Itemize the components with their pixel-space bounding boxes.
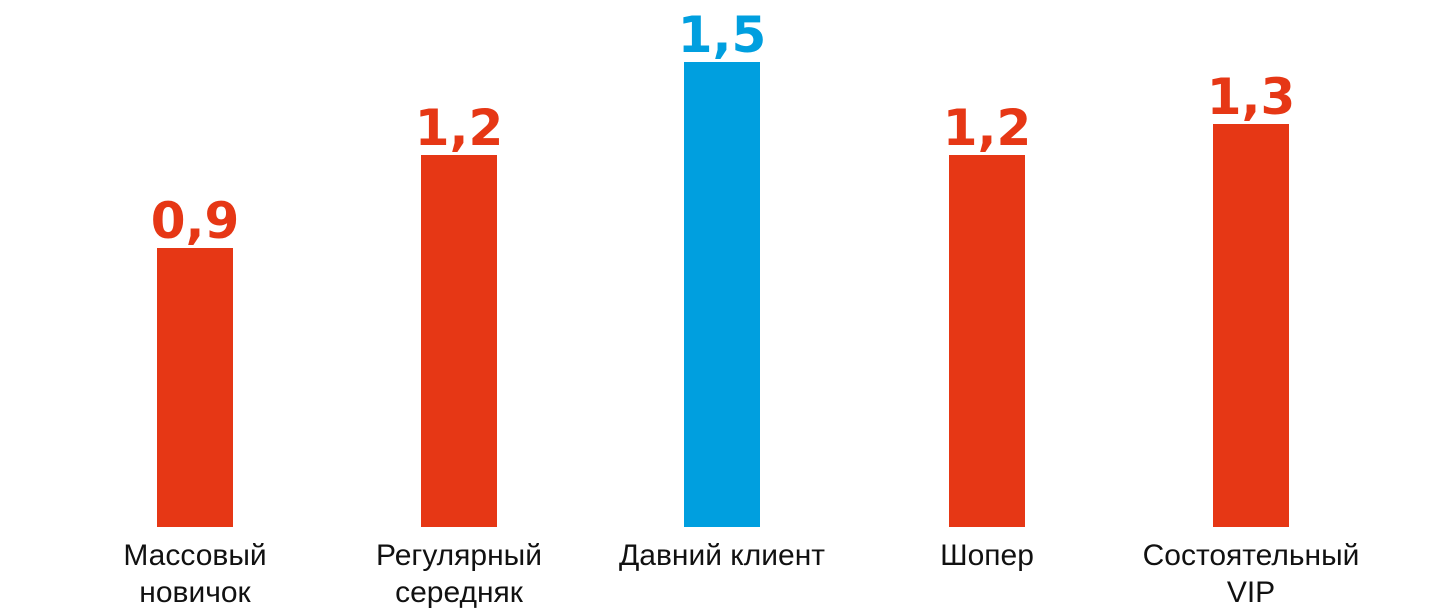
category-labels-group: Массовый новичок Регулярный середняк Давний …: [123, 539, 1359, 609]
value-label-1: 1,2: [415, 99, 504, 157]
category-label-0-line-0: Массовый: [123, 539, 266, 572]
value-label-0: 0,9: [151, 192, 240, 250]
category-label-3-line-0: Шопер: [940, 539, 1034, 572]
bar-0: [157, 248, 233, 527]
bar-1: [421, 155, 497, 527]
bars-group: [157, 62, 1289, 527]
category-label-0-line-1: новичок: [139, 576, 251, 609]
category-label-4-line-1: VIP: [1227, 576, 1275, 609]
value-label-4: 1,3: [1207, 68, 1296, 126]
value-labels-group: 0,9 1,2 1,5 1,2 1,3: [151, 6, 1296, 250]
bar-2: [684, 62, 760, 527]
category-label-2-line-0: Давний клиент: [619, 539, 825, 572]
category-label-1-line-1: середняк: [395, 576, 524, 609]
bar-4: [1213, 124, 1289, 527]
value-label-3: 1,2: [943, 99, 1032, 157]
category-label-4-line-0: Состоятельный: [1143, 539, 1360, 572]
value-label-2: 1,5: [678, 6, 767, 64]
category-label-1-line-0: Регулярный: [376, 539, 542, 572]
bar-3: [949, 155, 1025, 527]
